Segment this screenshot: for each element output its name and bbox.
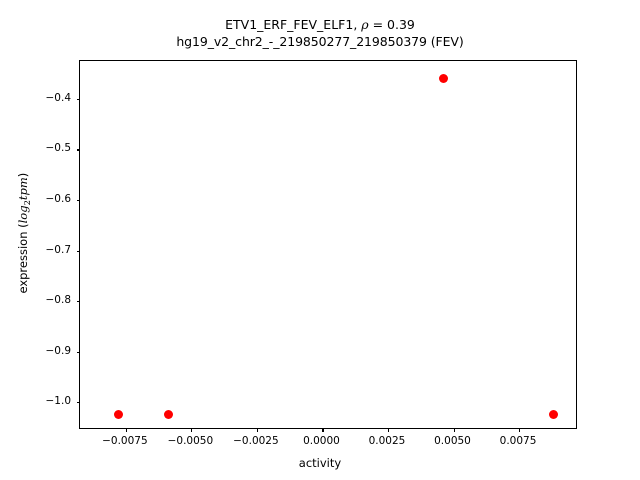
x-tick-label: 0.0075 xyxy=(499,435,537,447)
x-tick-mark xyxy=(519,428,521,432)
y-tick-label: −0.5 xyxy=(45,142,72,155)
x-tick-mark xyxy=(256,428,258,432)
y-tick-label: −1.0 xyxy=(45,395,72,408)
x-tick-label: −0.0050 xyxy=(167,435,214,447)
x-tick-mark xyxy=(387,428,390,432)
rho-value: = 0.39 xyxy=(368,17,415,32)
plot-title-line-1: ETV1_ERF_FEV_ELF1, ρ = 0.39 xyxy=(0,16,640,33)
plot-title-line-2: hg19_v2_chr2_-_219850277_219850379 (FEV) xyxy=(176,34,464,49)
y-axis-label-prefix: expression ( xyxy=(15,223,30,294)
y-tick-label: −0.6 xyxy=(45,193,72,205)
y-tick-mark xyxy=(76,250,80,252)
y-axis-label-math: log2tpm xyxy=(15,177,33,224)
y-tick-label: −0.7 xyxy=(45,243,72,256)
x-axis-label: activity xyxy=(298,456,342,470)
x-tick-mark xyxy=(125,428,127,432)
y-axis-label: expression (log2tpm) xyxy=(16,133,32,333)
y-axis-label-suffix: ) xyxy=(15,172,30,178)
y-axis-label-log: log xyxy=(15,205,30,224)
plot-title: ETV1_ERF_FEV_ELF1, ρ = 0.39 hg19_v2_chr2… xyxy=(0,16,640,50)
y-tick-mark xyxy=(76,98,80,100)
data-point xyxy=(439,73,449,83)
x-tick-label: −0.0075 xyxy=(102,435,148,447)
x-tick-mark xyxy=(453,428,455,432)
plot-axes-frame xyxy=(76,60,577,432)
y-tick-label: −0.8 xyxy=(45,294,72,307)
y-tick-mark xyxy=(76,402,80,404)
x-axis-tick-labels: −0.0075 −0.0050 −0.0025 0.0000 0.0025 0.0050 0… xyxy=(79,60,577,447)
data-point xyxy=(163,410,173,420)
x-tick-mark xyxy=(191,428,193,432)
data-point xyxy=(114,410,124,420)
y-tick-mark xyxy=(76,301,80,303)
y-tick-mark xyxy=(76,351,80,353)
y-tick-label: −0.4 xyxy=(45,91,72,104)
title-motif-label: ETV1_ERF_FEV_ELF1, xyxy=(225,17,362,32)
x-tick-label: 0.0000 xyxy=(303,435,340,447)
x-tick-label: 0.0025 xyxy=(368,435,406,447)
data-point xyxy=(548,410,558,420)
y-axis-tick-labels: −0.4 −0.5 −0.6 −0.7 −0.8 −0.9 −1.0 xyxy=(0,60,79,429)
plot-data-area xyxy=(80,61,576,428)
y-tick-label: −0.9 xyxy=(45,344,72,357)
x-tick-label: −0.0025 xyxy=(233,435,279,447)
rho-symbol: ρ xyxy=(361,17,369,32)
y-tick-mark xyxy=(76,149,80,151)
y-axis-label-tpm: tpm xyxy=(15,177,30,201)
x-tick-label: 0.0050 xyxy=(434,435,471,447)
y-tick-mark xyxy=(76,200,80,202)
x-tick-mark xyxy=(322,428,324,432)
y-axis-label-subscript: 2 xyxy=(22,200,33,206)
